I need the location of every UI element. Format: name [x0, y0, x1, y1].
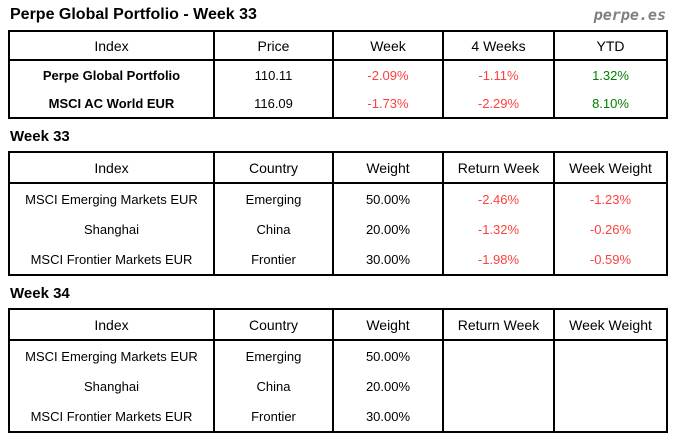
cell-price: 116.09 [213, 89, 334, 118]
cell-week-weight: -0.59% [553, 244, 668, 275]
column-header-return-week: Return Week [442, 309, 555, 341]
column-header-price: Price [213, 31, 334, 61]
cell-week: -2.09% [332, 60, 444, 89]
site-logo[interactable]: perpe.es [593, 6, 666, 24]
column-header-index: Index [8, 152, 215, 184]
cell-return-week: -1.98% [442, 244, 555, 275]
week34-heading: Week 34 [10, 285, 70, 302]
cell-price: 110.11 [213, 60, 334, 89]
cell-index: Perpe Global Portfolio [8, 60, 215, 89]
cell-index: MSCI Frontier Markets EUR [8, 244, 215, 275]
cell-week-weight: -1.23% [553, 183, 668, 214]
cell-4weeks: -2.29% [442, 89, 555, 118]
column-header-country: Country [213, 309, 334, 341]
cell-country: Frontier [213, 401, 334, 432]
table-row: MSCI Frontier Markets EUR Frontier 30.00… [8, 244, 668, 275]
cell-weight: 30.00% [332, 244, 444, 275]
column-header-index: Index [8, 309, 215, 341]
cell-country: Emerging [213, 340, 334, 371]
cell-ytd: 8.10% [553, 89, 668, 118]
cell-return-week [442, 340, 555, 371]
cell-country: Frontier [213, 244, 334, 275]
cell-index: Shanghai [8, 214, 215, 244]
cell-return-week [442, 401, 555, 432]
table-row: MSCI Emerging Markets EUR Emerging 50.00… [8, 340, 668, 371]
cell-week-weight [553, 401, 668, 432]
cell-weight: 50.00% [332, 340, 444, 371]
table-row: Perpe Global Portfolio 110.11 -2.09% -1.… [8, 60, 668, 89]
table-row: MSCI AC World EUR 116.09 -1.73% -2.29% 8… [8, 89, 668, 118]
cell-weight: 30.00% [332, 401, 444, 432]
week33-header-row: Index Country Weight Return Week Week We… [8, 152, 668, 184]
cell-week: -1.73% [332, 89, 444, 118]
cell-return-week [442, 371, 555, 401]
table-row: MSCI Emerging Markets EUR Emerging 50.00… [8, 183, 668, 214]
week33-heading: Week 33 [10, 128, 70, 145]
cell-index: MSCI AC World EUR [8, 89, 215, 118]
cell-weight: 20.00% [332, 214, 444, 244]
week34-table: Index Country Weight Return Week Week We… [8, 308, 668, 433]
week33-table: Index Country Weight Return Week Week We… [8, 151, 668, 276]
page-title: Perpe Global Portfolio - Week 33 [10, 6, 257, 23]
cell-index: MSCI Emerging Markets EUR [8, 340, 215, 371]
cell-week-weight [553, 340, 668, 371]
cell-index: Shanghai [8, 371, 215, 401]
column-header-return-week: Return Week [442, 152, 555, 184]
cell-week-weight [553, 371, 668, 401]
cell-ytd: 1.32% [553, 60, 668, 89]
column-header-weight: Weight [332, 152, 444, 184]
column-header-index: Index [8, 31, 215, 61]
cell-index: MSCI Emerging Markets EUR [8, 183, 215, 214]
week34-header-row: Index Country Weight Return Week Week We… [8, 309, 668, 341]
cell-return-week: -1.32% [442, 214, 555, 244]
column-header-week: Week [332, 31, 444, 61]
cell-4weeks: -1.11% [442, 60, 555, 89]
column-header-country: Country [213, 152, 334, 184]
column-header-week-weight: Week Weight [553, 152, 668, 184]
cell-country: China [213, 214, 334, 244]
summary-header-row: Index Price Week 4 Weeks YTD [8, 31, 668, 61]
column-header-week-weight: Week Weight [553, 309, 668, 341]
column-header-weight: Weight [332, 309, 444, 341]
table-row: MSCI Frontier Markets EUR Frontier 30.00… [8, 401, 668, 432]
cell-weight: 20.00% [332, 371, 444, 401]
cell-country: Emerging [213, 183, 334, 214]
cell-week-weight: -0.26% [553, 214, 668, 244]
cell-return-week: -2.46% [442, 183, 555, 214]
column-header-ytd: YTD [553, 31, 668, 61]
summary-table: Index Price Week 4 Weeks YTD Perpe Globa… [8, 30, 668, 119]
top-bar: Perpe Global Portfolio - Week 33 perpe.e… [0, 0, 674, 30]
cell-weight: 50.00% [332, 183, 444, 214]
cell-index: MSCI Frontier Markets EUR [8, 401, 215, 432]
table-row: Shanghai China 20.00% [8, 371, 668, 401]
table-row: Shanghai China 20.00% -1.32% -0.26% [8, 214, 668, 244]
column-header-4weeks: 4 Weeks [442, 31, 555, 61]
cell-country: China [213, 371, 334, 401]
